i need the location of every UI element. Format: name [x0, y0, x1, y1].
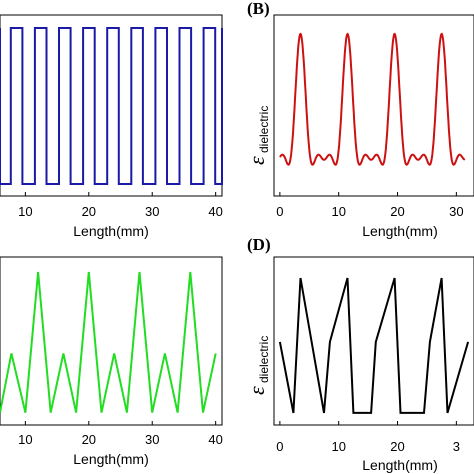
panel-b-x-axis-label: Length(mm)	[362, 223, 437, 239]
panel-d-frame	[273, 256, 474, 426]
panel-d-x-axis-label: Length(mm)	[362, 457, 437, 473]
panel-d-y-axis-label: ε dielectric	[244, 336, 271, 395]
panel-c-tick-label: 20	[82, 432, 96, 447]
panel-d: (D) ε dielectric 0 10 20 3 Length(mm)	[244, 235, 474, 473]
panel-b-frame	[273, 14, 474, 197]
panel-a-tick-label: 40	[208, 204, 222, 219]
panel-a-x-axis-label: Length(mm)	[73, 223, 148, 239]
panel-d-series-line	[278, 277, 470, 414]
panel-b-tick-label: 0	[276, 204, 283, 219]
panel-c-series-line	[0, 271, 217, 413]
panel-d-y-axis-label-sub: dielectric	[257, 336, 271, 383]
panel-d-tick-label: 0	[276, 439, 283, 454]
panel-a-tick-label: 20	[82, 204, 96, 219]
panel-d-x-ticks: 0 10 20 3	[276, 421, 460, 454]
panel-b-label: (B)	[247, 0, 270, 18]
panel-d-tick-label: 3	[453, 439, 460, 454]
panel-d-tick-label: 20	[390, 439, 404, 454]
panel-a-tick-label: 10	[18, 204, 32, 219]
panel-b-tick-label: 10	[331, 204, 345, 219]
panel-b-series-line	[279, 32, 466, 166]
panel-c-tick-label: 10	[18, 432, 32, 447]
panel-b-y-axis-label: ε dielectric	[244, 106, 271, 165]
panel-c: 10 20 30 40 Length(mm)	[0, 256, 223, 467]
panel-b: (B) ε dielectric 0 10 20 30 Length(mm)	[244, 0, 474, 239]
panel-a-tick-label: 30	[145, 204, 159, 219]
panel-a: 10 20 30 40 Length(mm)	[0, 14, 223, 239]
panel-a-frame	[0, 14, 223, 197]
panel-b-tick-label: 20	[390, 204, 404, 219]
panel-c-tick-label: 40	[208, 432, 222, 447]
panel-c-tick-label: 30	[145, 432, 159, 447]
panel-a-x-ticks: 10 20 30 40	[18, 192, 223, 219]
panel-c-x-ticks: 10 20 30 40	[18, 421, 223, 447]
panel-d-label: (D)	[247, 235, 271, 254]
panel-a-series-line	[0, 27, 223, 185]
panel-b-x-ticks: 0 10 20 30	[276, 192, 464, 219]
panel-d-tick-label: 10	[331, 439, 345, 454]
panel-c-frame	[0, 256, 223, 426]
panel-b-tick-label: 30	[449, 204, 463, 219]
panel-c-x-axis-label: Length(mm)	[73, 451, 148, 467]
panel-b-y-axis-label-sub: dielectric	[257, 106, 271, 153]
panel-d-y-axis-label-main: ε	[244, 386, 269, 395]
panel-b-y-axis-label-main: ε	[244, 156, 269, 165]
